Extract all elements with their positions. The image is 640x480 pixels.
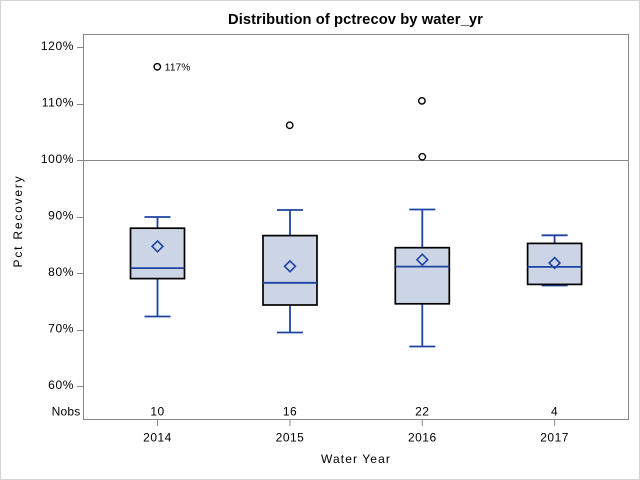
svg-text:2017: 2017 [540,430,569,444]
svg-text:22: 22 [415,405,429,419]
svg-text:10: 10 [150,405,164,419]
svg-text:2014: 2014 [143,430,172,444]
svg-text:Water Year: Water Year [321,452,391,466]
svg-text:60%: 60% [48,378,74,392]
svg-text:80%: 80% [48,265,74,279]
svg-text:70%: 70% [48,322,74,336]
svg-text:16: 16 [283,405,297,419]
svg-text:Pct Recovery: Pct Recovery [11,175,25,268]
svg-text:Distribution of pctrecov by wa: Distribution of pctrecov by water_yr [228,12,483,28]
svg-text:4: 4 [551,405,558,419]
svg-text:2016: 2016 [408,430,437,444]
svg-text:110%: 110% [42,95,74,109]
svg-text:120%: 120% [41,39,74,53]
svg-text:Nobs: Nobs [52,405,81,419]
svg-text:117%: 117% [165,63,191,74]
svg-text:100%: 100% [41,152,74,166]
svg-text:2015: 2015 [276,430,305,444]
svg-text:90%: 90% [48,209,74,223]
